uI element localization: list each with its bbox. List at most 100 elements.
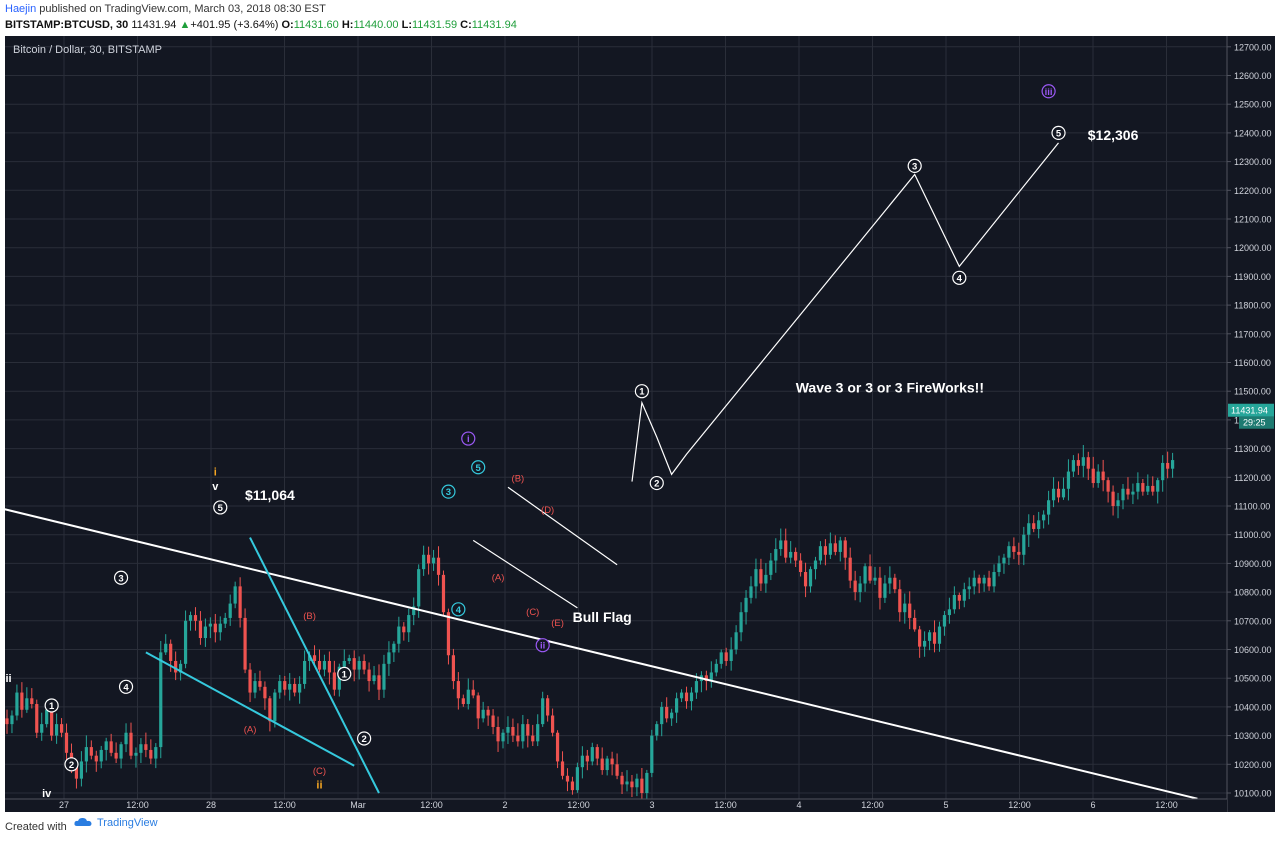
- candle-body: [89, 747, 93, 756]
- candle-body: [481, 709, 485, 719]
- price-axis[interactable]: 10100.00 10200.00 10300.00 10400.00 10500.00…: [1226, 36, 1275, 812]
- candle-body: [84, 747, 88, 762]
- author-link[interactable]: Haejin: [5, 3, 37, 15]
- flag-D-label: (D): [541, 505, 554, 516]
- candle-body: [74, 767, 79, 779]
- candle-body: [1151, 485, 1155, 492]
- chart-area[interactable]: 12345iiiivviii$11,064(B)(A)(C)12345i(A)(…: [0, 36, 1275, 812]
- candle-body: [362, 660, 366, 670]
- wave-C-label: (C): [313, 766, 326, 777]
- wave-number: 5: [218, 503, 224, 514]
- candle-body: [466, 689, 470, 705]
- candle-body: [1002, 557, 1006, 564]
- candle-body: [675, 698, 679, 713]
- candle-body: [496, 726, 500, 742]
- open-value: 11431.60: [293, 19, 339, 31]
- wave-text: iv: [42, 788, 52, 800]
- target-iii-label: iii: [1041, 84, 1056, 99]
- candle-body: [228, 603, 232, 618]
- price-tick-label: 12300.00: [1234, 157, 1272, 167]
- candle-body: [779, 540, 783, 550]
- time-axis[interactable]: 27 12:00 28 12:00 Mar 12:00 2 12:00 3 12:00 4 12:00…: [5, 798, 1227, 812]
- candle-body: [1056, 488, 1061, 498]
- candle-body: [154, 747, 158, 759]
- wave-3-label: 3: [113, 570, 129, 585]
- candle-body: [35, 704, 39, 733]
- candle-body: [620, 775, 624, 785]
- wave-number: 1: [342, 669, 348, 680]
- candle-body: [689, 692, 694, 702]
- candle-body: [263, 686, 267, 699]
- flag-lower-line: [472, 539, 578, 609]
- wave-text: $12,306: [1088, 127, 1139, 143]
- price-tick-label: 12400.00: [1234, 128, 1272, 138]
- wave-text: $11,064: [245, 487, 295, 503]
- candle-body: [803, 572, 808, 587]
- tradingview-logo[interactable]: TradingView: [74, 817, 158, 829]
- candle-body: [709, 672, 713, 682]
- candle-body: [670, 712, 674, 719]
- candle-body: [213, 623, 217, 633]
- candle-body: [446, 612, 451, 656]
- symbol-label: BITSTAMP:BTCUSD, 30: [5, 19, 129, 31]
- wave-text: (E): [551, 618, 564, 629]
- candle-body: [878, 577, 882, 598]
- time-tick-label: 27: [59, 800, 69, 810]
- wave-text: ii: [316, 779, 322, 791]
- candle-body: [15, 692, 19, 716]
- flag-E-label: (E): [551, 618, 564, 629]
- candle-body: [784, 540, 788, 558]
- cloud-icon: [74, 817, 92, 826]
- candle-body: [317, 660, 322, 670]
- top-1-label: 1: [634, 384, 649, 399]
- wave-circle: [649, 475, 664, 491]
- candle-body: [193, 615, 198, 621]
- candle-body: [293, 683, 297, 693]
- candle-body: [580, 755, 584, 768]
- purple-ii-label: ii: [535, 638, 550, 653]
- wave-number: 2: [361, 734, 366, 745]
- chart-title: Bitcoin / Dollar, 30, BITSTAMP: [13, 44, 162, 56]
- candle-body: [853, 580, 857, 593]
- candle-body: [312, 655, 317, 661]
- candle-body: [615, 764, 619, 776]
- candle-body: [461, 698, 465, 705]
- candle-body: [387, 652, 391, 664]
- candle-body: [575, 767, 579, 791]
- candle-body: [99, 749, 103, 762]
- wave-text: (C): [313, 766, 326, 777]
- price-tick-label: 10400.00: [1234, 702, 1272, 712]
- candle-body: [918, 629, 922, 647]
- candle-body: [724, 652, 728, 661]
- candle-body: [635, 778, 639, 788]
- candle-body: [863, 566, 867, 584]
- wave-circle: [441, 484, 456, 499]
- candle-body: [20, 692, 24, 710]
- publish-line: Haejin published on TradingView.com, Mar…: [5, 3, 326, 15]
- price-tick-label: 12600.00: [1234, 71, 1272, 81]
- created-with-label: Created with: [5, 821, 67, 833]
- candle-body: [570, 781, 575, 791]
- wave-number: iii: [1045, 87, 1053, 98]
- candle-body: [129, 732, 133, 756]
- candle-body: [1106, 480, 1110, 492]
- candle-body: [1161, 462, 1165, 481]
- candle-body: [808, 569, 813, 587]
- candle-body: [650, 735, 654, 773]
- candle-body: [139, 744, 143, 753]
- candle-body: [149, 749, 153, 759]
- price-chart[interactable]: 12345iiiivviii$11,064(B)(A)(C)12345i(A)(…: [0, 36, 1275, 812]
- candle-body: [759, 569, 763, 584]
- wave-circle: [634, 384, 649, 399]
- candle-body: [833, 543, 837, 552]
- wave-text: (B): [512, 473, 525, 484]
- price-tick-label: 10600.00: [1234, 645, 1272, 655]
- wave-circle: [471, 460, 486, 475]
- bull-flag-label: Bull Flag: [573, 609, 632, 625]
- candle-body: [521, 724, 525, 742]
- wave-text: (B): [303, 611, 316, 622]
- time-tick-label: 12:00: [420, 800, 443, 810]
- candle-body: [977, 577, 981, 584]
- candle-body: [704, 675, 708, 682]
- time-tick-label: 12:00: [1008, 800, 1031, 810]
